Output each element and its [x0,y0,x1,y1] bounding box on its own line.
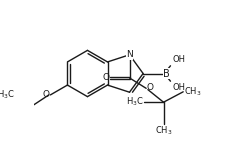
Text: O: O [102,73,109,82]
Text: O: O [147,83,154,92]
Text: OH: OH [172,55,185,64]
Text: O: O [43,90,50,99]
Text: H$_3$C: H$_3$C [126,96,144,108]
Text: CH$_3$: CH$_3$ [184,86,201,98]
Text: CH$_3$: CH$_3$ [155,125,172,137]
Text: B: B [163,69,170,78]
Text: N: N [126,50,133,59]
Text: OH: OH [172,83,185,92]
Text: H$_3$C: H$_3$C [0,89,15,101]
